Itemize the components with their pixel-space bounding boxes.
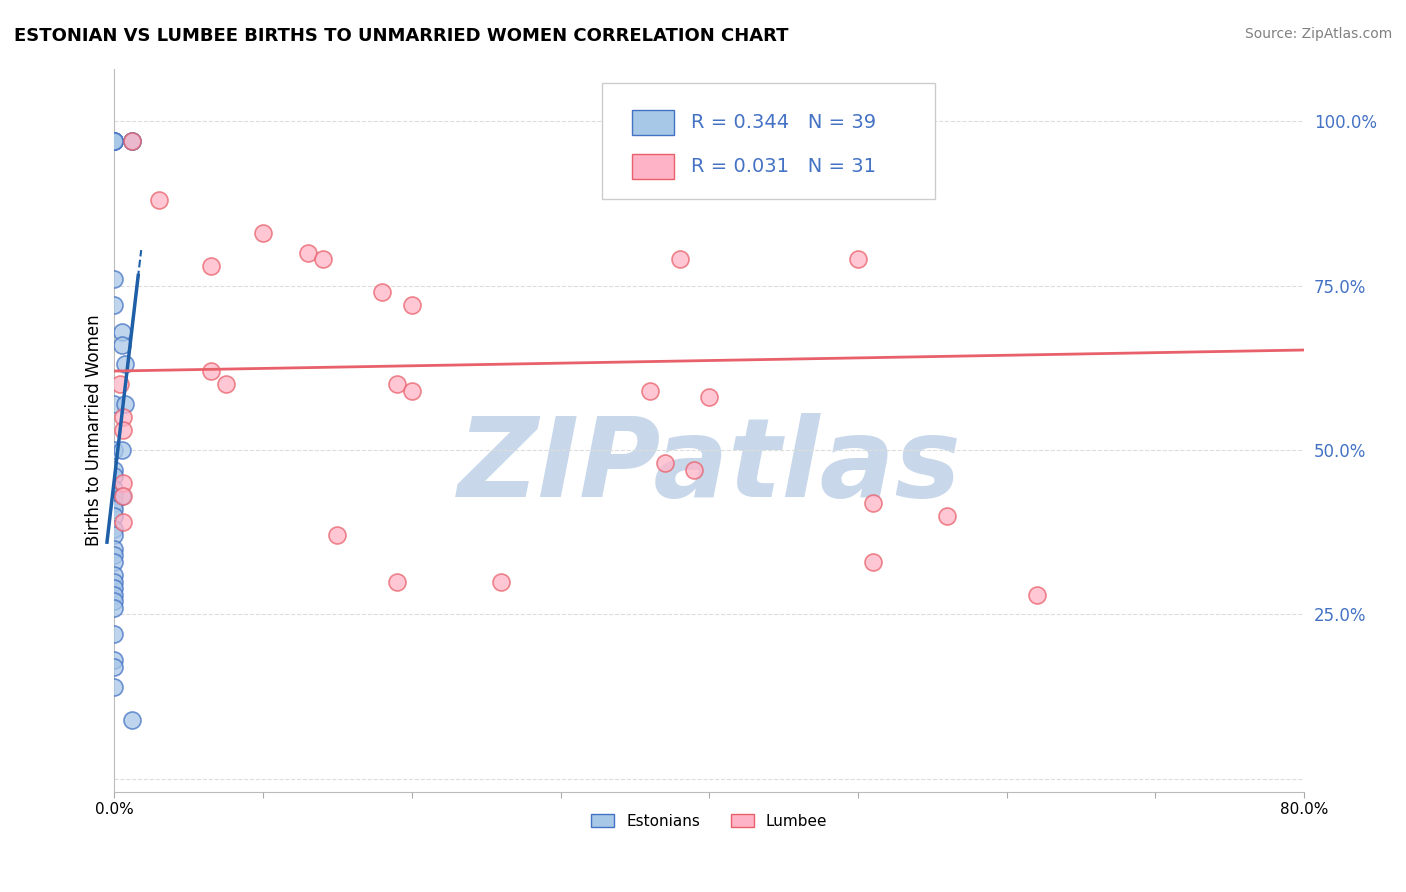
- Point: [112, 423, 135, 437]
- Text: ZIPatlas: ZIPatlas: [457, 413, 962, 520]
- Point: [111, 489, 134, 503]
- Point: [110, 377, 132, 392]
- Point: [103, 600, 125, 615]
- Point: [103, 502, 125, 516]
- Point: [103, 548, 125, 562]
- Point: [112, 489, 135, 503]
- Point: [111, 337, 134, 351]
- Point: [103, 442, 125, 457]
- Point: [103, 653, 125, 667]
- Point: [121, 134, 143, 148]
- Point: [200, 259, 222, 273]
- Point: [103, 594, 125, 608]
- Point: [326, 528, 349, 542]
- Text: R = 0.031   N = 31: R = 0.031 N = 31: [692, 157, 876, 176]
- Point: [862, 555, 884, 569]
- Point: [297, 245, 319, 260]
- Point: [103, 483, 125, 497]
- Text: R = 0.344   N = 39: R = 0.344 N = 39: [692, 113, 876, 132]
- Point: [103, 298, 125, 312]
- Point: [638, 384, 661, 398]
- Y-axis label: Births to Unmarried Women: Births to Unmarried Women: [86, 314, 103, 546]
- Point: [401, 298, 423, 312]
- Point: [103, 528, 125, 542]
- Point: [371, 285, 394, 299]
- Point: [683, 463, 706, 477]
- Point: [121, 134, 143, 148]
- Point: [121, 134, 143, 148]
- FancyBboxPatch shape: [631, 153, 673, 178]
- Point: [103, 581, 125, 595]
- Point: [846, 252, 869, 267]
- Text: ESTONIAN VS LUMBEE BIRTHS TO UNMARRIED WOMEN CORRELATION CHART: ESTONIAN VS LUMBEE BIRTHS TO UNMARRIED W…: [14, 27, 789, 45]
- Point: [103, 134, 125, 148]
- Point: [103, 397, 125, 411]
- Point: [112, 516, 135, 530]
- Point: [103, 522, 125, 536]
- Point: [103, 134, 125, 148]
- Point: [385, 574, 408, 589]
- Point: [148, 193, 170, 207]
- FancyBboxPatch shape: [631, 110, 673, 136]
- Point: [103, 134, 125, 148]
- Point: [103, 574, 125, 589]
- Point: [103, 463, 125, 477]
- Point: [103, 508, 125, 523]
- Text: Source: ZipAtlas.com: Source: ZipAtlas.com: [1244, 27, 1392, 41]
- Point: [311, 252, 333, 267]
- Point: [215, 377, 238, 392]
- Legend: Estonians, Lumbee: Estonians, Lumbee: [585, 807, 834, 835]
- Point: [401, 384, 423, 398]
- Point: [668, 252, 690, 267]
- Point: [111, 325, 134, 339]
- Point: [103, 134, 125, 148]
- Point: [103, 469, 125, 483]
- Point: [121, 713, 143, 727]
- Point: [489, 574, 512, 589]
- Point: [114, 358, 136, 372]
- Point: [385, 377, 408, 392]
- Point: [103, 568, 125, 582]
- Point: [112, 410, 135, 425]
- Point: [114, 397, 136, 411]
- Point: [103, 680, 125, 694]
- Point: [200, 364, 222, 378]
- Point: [103, 627, 125, 641]
- Point: [103, 588, 125, 602]
- Point: [862, 495, 884, 509]
- Point: [103, 272, 125, 286]
- Point: [103, 555, 125, 569]
- FancyBboxPatch shape: [602, 83, 935, 199]
- Point: [103, 660, 125, 674]
- Point: [654, 456, 676, 470]
- Point: [103, 495, 125, 509]
- Point: [1025, 588, 1047, 602]
- Point: [112, 475, 135, 490]
- Point: [103, 489, 125, 503]
- Point: [103, 541, 125, 556]
- Point: [697, 390, 720, 404]
- Point: [252, 226, 274, 240]
- Point: [936, 508, 959, 523]
- Point: [111, 442, 134, 457]
